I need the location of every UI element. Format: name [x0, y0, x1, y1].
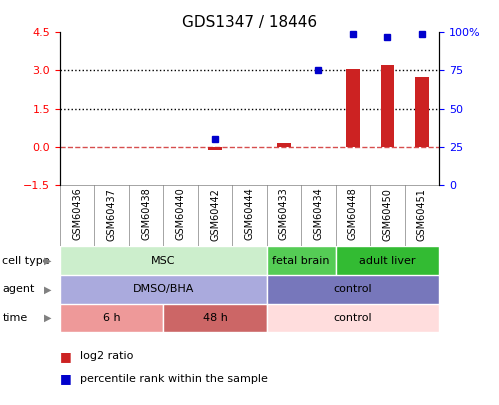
Text: ▶: ▶	[43, 256, 51, 266]
Bar	[208, 147, 222, 149]
Bar	[60, 247, 267, 275]
Text: cell type: cell type	[2, 256, 50, 266]
Text: GSM60440: GSM60440	[176, 188, 186, 241]
Text: GSM60434: GSM60434	[313, 188, 323, 241]
Text: GSM60437: GSM60437	[107, 188, 117, 241]
Text: ▶: ▶	[43, 313, 51, 323]
Text: log2 ratio: log2 ratio	[80, 352, 133, 361]
Text: GSM60433: GSM60433	[279, 188, 289, 241]
Bar	[60, 275, 267, 304]
Text: adult liver: adult liver	[359, 256, 416, 266]
Text: fetal brain: fetal brain	[272, 256, 330, 266]
Text: percentile rank within the sample: percentile rank within the sample	[80, 374, 268, 384]
Text: control: control	[334, 313, 372, 323]
Text: GSM60448: GSM60448	[348, 188, 358, 241]
Bar	[60, 304, 163, 332]
Bar	[163, 304, 267, 332]
Text: GSM60444: GSM60444	[245, 188, 254, 241]
Text: ▶: ▶	[43, 284, 51, 294]
Bar	[267, 304, 439, 332]
Text: GSM60450: GSM60450	[382, 188, 392, 241]
Bar	[277, 143, 291, 147]
Text: GSM60451: GSM60451	[417, 188, 427, 241]
Text: ■: ■	[60, 350, 76, 363]
Text: GSM60438: GSM60438	[141, 188, 151, 241]
Bar	[267, 247, 336, 275]
Text: agent: agent	[2, 284, 35, 294]
Bar	[336, 247, 439, 275]
Text: GSM60442: GSM60442	[210, 188, 220, 241]
Bar	[415, 77, 429, 147]
Text: time: time	[2, 313, 28, 323]
Text: control: control	[334, 284, 372, 294]
Text: ■: ■	[60, 372, 76, 385]
Text: 6 h: 6 h	[103, 313, 120, 323]
Text: MSC: MSC	[151, 256, 176, 266]
Bar	[267, 275, 439, 304]
Title: GDS1347 / 18446: GDS1347 / 18446	[182, 15, 317, 30]
Bar	[381, 65, 394, 147]
Text: GSM60436: GSM60436	[72, 188, 82, 241]
Text: 48 h: 48 h	[203, 313, 228, 323]
Text: DMSO/BHA: DMSO/BHA	[133, 284, 194, 294]
Bar	[346, 69, 360, 147]
